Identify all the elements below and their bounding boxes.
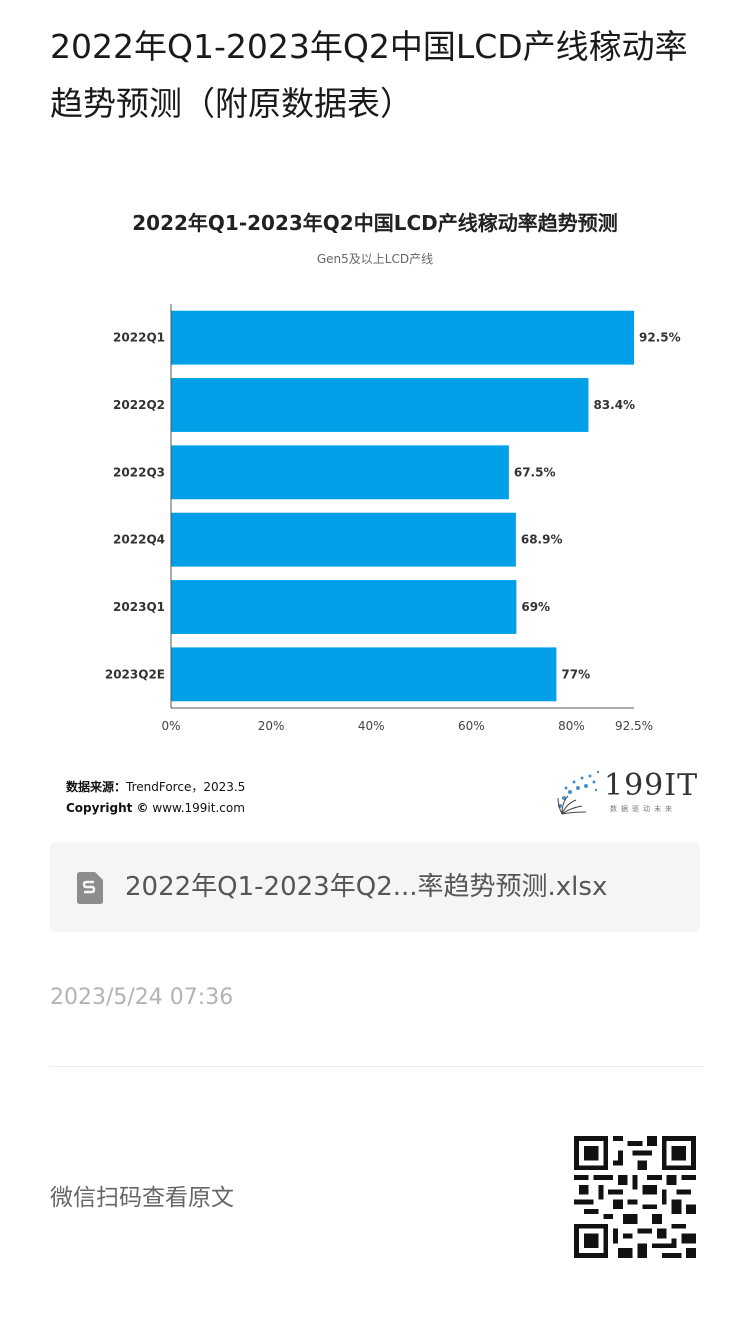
x-tick-label: 92.5% xyxy=(615,719,653,733)
copyright-text: www.199it.com xyxy=(152,801,245,815)
post-date: 2023/5/24 07:36 xyxy=(50,985,234,1010)
x-tick-label: 80% xyxy=(558,719,585,733)
bar xyxy=(171,512,516,567)
data-label: 92.5% xyxy=(639,331,681,345)
chart-image: 2022年Q1-2023年Q2中国LCD产线稼动率趋势预测 Gen5及以上LCD… xyxy=(50,190,700,830)
category-label: 2023Q1 xyxy=(113,600,165,614)
bar xyxy=(171,310,634,365)
data-label: 67.5% xyxy=(514,465,556,479)
category-label: 2022Q3 xyxy=(113,465,165,479)
x-tick-label: 40% xyxy=(358,719,385,733)
category-label: 2022Q2 xyxy=(113,398,165,412)
x-tick-label: 0% xyxy=(161,719,180,733)
x-tick-label: 60% xyxy=(458,719,485,733)
source-block: 数据来源：TrendForce，2023.5 Copyright © www.1… xyxy=(66,777,245,819)
data-label: 68.9% xyxy=(521,533,563,547)
attachment-card[interactable]: 2022年Q1-2023年Q2...率趋势预测.xlsx xyxy=(50,842,700,932)
article-title: 2022年Q1-2023年Q2中国LCD产线稼动率趋势预测（附原数据表） xyxy=(50,27,688,123)
x-tick-label: 20% xyxy=(258,719,285,733)
source-text: TrendForce，2023.5 xyxy=(126,780,246,794)
chart-title: 2022年Q1-2023年Q2中国LCD产线稼动率趋势预测 xyxy=(132,211,618,235)
category-label: 2023Q2E xyxy=(105,667,165,681)
spreadsheet-file-icon xyxy=(77,872,103,904)
logo-text: 199IT xyxy=(604,768,699,803)
bar-chart: 2022年Q1-2023年Q2中国LCD产线稼动率趋势预测 Gen5及以上LCD… xyxy=(105,211,681,733)
source-label: 数据来源： xyxy=(66,780,127,794)
copyright-label: Copyright © xyxy=(66,801,149,815)
199it-logo: 199IT 数据驱动未来 xyxy=(552,768,697,818)
divider xyxy=(50,1066,704,1067)
qr-code-icon[interactable] xyxy=(574,1136,696,1258)
chart-subtitle: Gen5及以上LCD产线 xyxy=(317,252,433,266)
data-label: 69% xyxy=(521,600,550,614)
bar xyxy=(171,445,509,500)
attachment-filename[interactable]: 2022年Q1-2023年Q2...率趋势预测.xlsx xyxy=(125,872,608,902)
category-label: 2022Q1 xyxy=(113,331,165,345)
bar xyxy=(171,647,557,702)
bar xyxy=(171,378,589,432)
logo-subtext: 数据驱动未来 xyxy=(610,805,676,813)
data-label: 77% xyxy=(561,667,590,681)
data-label: 83.4% xyxy=(593,398,635,412)
category-label: 2022Q4 xyxy=(113,533,165,547)
dandelion-logo-icon xyxy=(557,770,600,815)
wechat-scan-text: 微信扫码查看原文 xyxy=(50,1185,234,1211)
bar xyxy=(171,580,517,634)
